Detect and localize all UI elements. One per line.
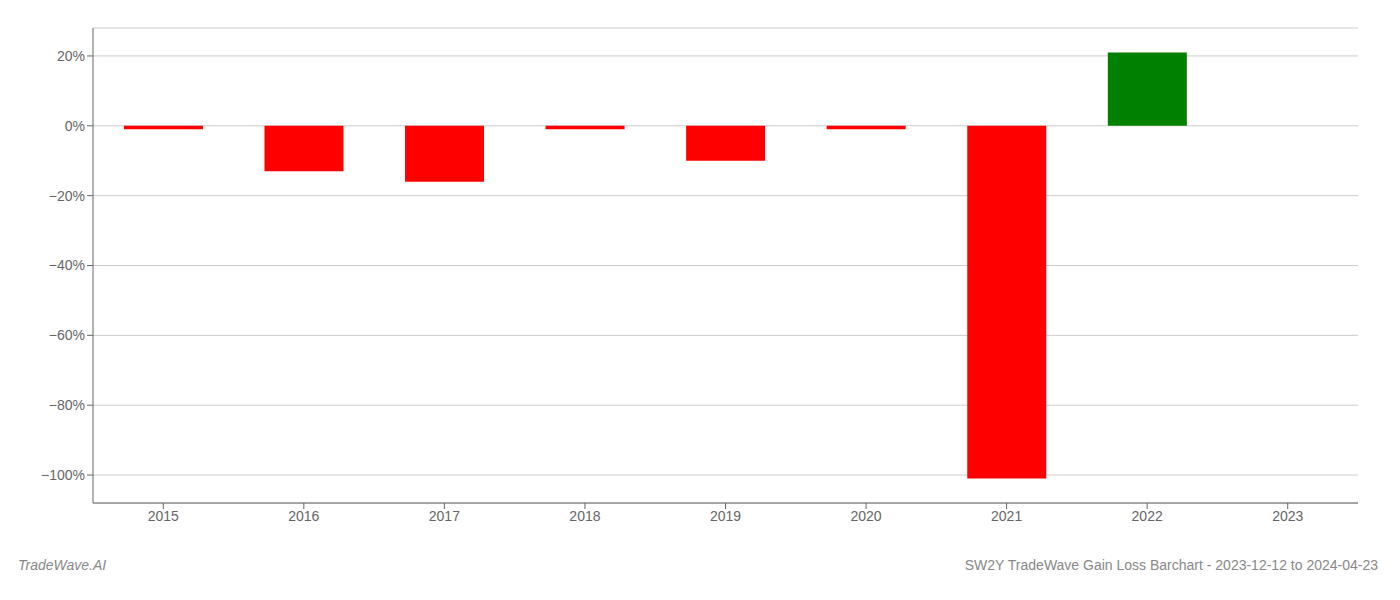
svg-text:2021: 2021 [991,508,1022,524]
svg-text:−60%: −60% [49,327,85,343]
svg-text:2015: 2015 [148,508,179,524]
svg-text:−100%: −100% [41,467,85,483]
svg-text:2019: 2019 [710,508,741,524]
svg-text:−80%: −80% [49,397,85,413]
svg-text:2018: 2018 [569,508,600,524]
svg-text:2020: 2020 [850,508,881,524]
svg-text:0%: 0% [65,118,85,134]
svg-text:2022: 2022 [1132,508,1163,524]
svg-text:20%: 20% [57,48,85,64]
html-text:TradeWave.AI: TradeWave.AI [18,557,107,573]
html-text:SW2Y TradeWave Gain Loss Barch: SW2Y TradeWave Gain Loss Barchart - 2023… [964,557,1378,573]
svg-text:2017: 2017 [429,508,460,524]
svg-text:2016: 2016 [288,508,319,524]
svg-text:−40%: −40% [49,257,85,273]
svg-text:2023: 2023 [1272,508,1303,524]
svg-text:−20%: −20% [49,188,85,204]
